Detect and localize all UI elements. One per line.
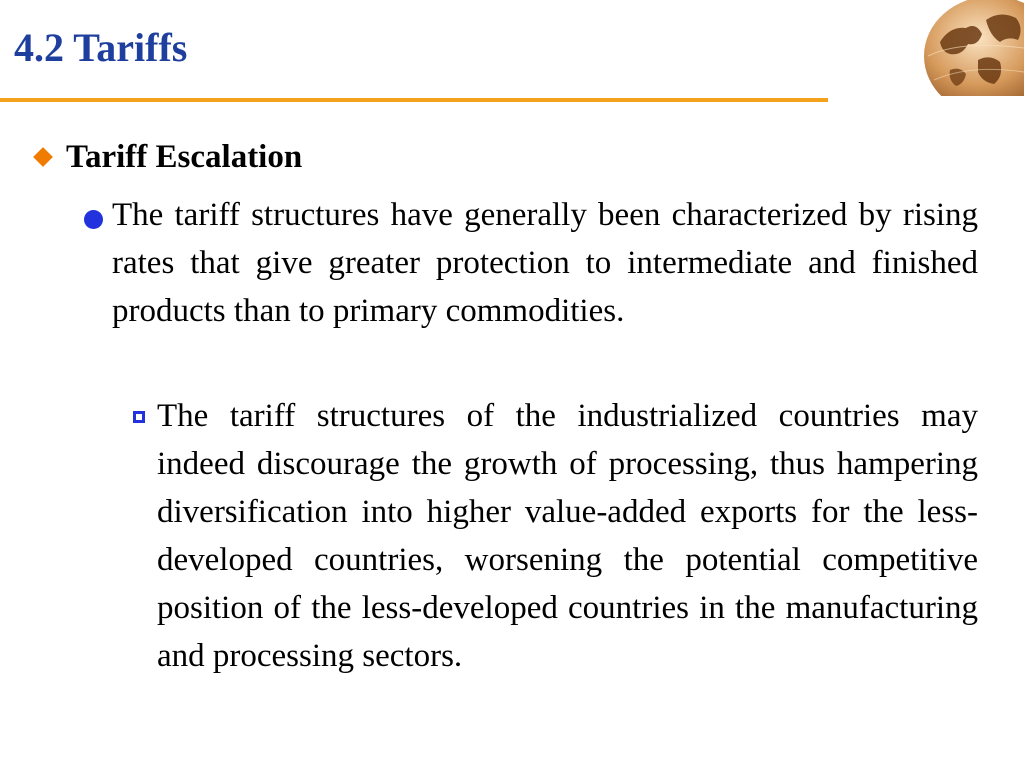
bullet-level3: The tariff structures of the industriali… xyxy=(130,392,978,680)
slide-title: 4.2 Tariffs xyxy=(14,25,188,70)
bullet-level1: Tariff Escalation xyxy=(30,134,980,180)
title-divider xyxy=(0,98,828,102)
bullet-level2: The tariff structures have generally bee… xyxy=(78,191,978,335)
diamond-bullet-icon xyxy=(33,147,53,167)
hollow-square-bullet-icon xyxy=(133,411,145,423)
bullet-level3-text: The tariff structures of the industriali… xyxy=(157,398,978,674)
heading-tariff-escalation: Tariff Escalation xyxy=(66,139,303,175)
globe-icon xyxy=(924,0,1024,96)
bullet-level2-text: The tariff structures have generally bee… xyxy=(112,197,978,329)
dot-bullet-icon xyxy=(84,210,103,229)
